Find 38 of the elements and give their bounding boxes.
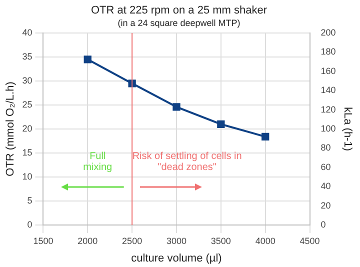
y2-axis-title: kLa (h-1) (341, 106, 354, 152)
x-tick-label: 4000 (255, 236, 276, 246)
y2-tick-label: 100 (320, 123, 336, 134)
annotation: Risk of settling of cells in "dead zones" (132, 151, 242, 174)
point (217, 120, 225, 128)
chart-subtitle: (in a 24 square deepwell MTP) (118, 18, 240, 28)
y-axis-title: OTR (mmol O₂/L.h) (4, 82, 17, 176)
x-axis-title: culture volume (µl) (131, 252, 222, 264)
y2-tick-label: 200 (320, 27, 336, 38)
y-tick-label: 35 (22, 51, 32, 62)
annotation: Full mixing (82, 151, 114, 174)
y-tick-label: 30 (22, 75, 32, 86)
y-tick-label: 40 (22, 27, 32, 38)
y2-tick-label: 80 (320, 142, 331, 153)
chart-title: OTR at 225 rpm on a 25 mm shaker (90, 4, 268, 17)
y2-tick-label: 20 (320, 200, 331, 210)
point (262, 132, 270, 141)
x-tick-label: 3000 (166, 236, 187, 246)
point (172, 103, 180, 111)
x-tick-label: 1500 (33, 236, 54, 246)
y2-tick-label: 40 (320, 181, 331, 192)
y2-tick-label: 140 (320, 85, 336, 96)
y-tick-label: 0 (27, 219, 32, 230)
y-tick-label: 25 (22, 99, 32, 110)
y-tick-label: 15 (22, 147, 32, 158)
y2-tick-label: 0 (320, 219, 326, 230)
y2-tick-label: 60 (320, 162, 331, 172)
x-tick-label: 2000 (78, 236, 98, 246)
x-tick-label: 4500 (300, 236, 320, 246)
x-tick-label: 2500 (122, 236, 142, 246)
point (84, 56, 92, 64)
y-tick-label: 10 (22, 171, 32, 182)
y2-tick-label: 160 (320, 66, 336, 76)
x-tick-label: 3500 (210, 236, 231, 246)
y2-tick-label: 180 (320, 46, 336, 57)
y2-tick-label: 120 (320, 104, 336, 114)
y-tick-label: 5 (27, 195, 32, 206)
y-tick-label: 20 (22, 123, 32, 134)
